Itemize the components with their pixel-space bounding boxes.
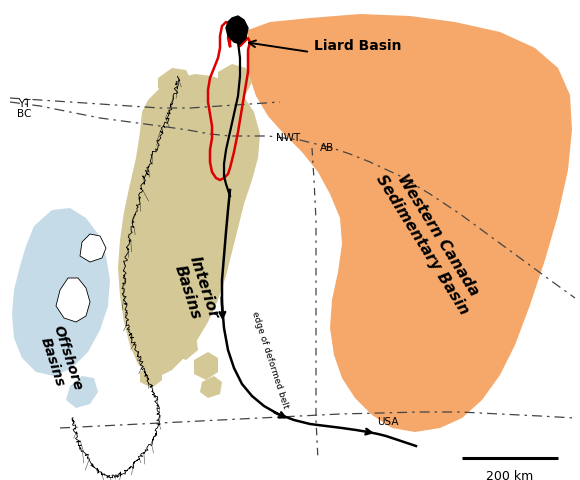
Polygon shape (248, 14, 572, 432)
Polygon shape (56, 278, 90, 322)
Text: 200 km: 200 km (487, 470, 534, 480)
Text: BC: BC (17, 109, 31, 119)
Text: edge of deformed belt: edge of deformed belt (250, 311, 289, 410)
Polygon shape (118, 74, 260, 376)
Text: Interior
Basins: Interior Basins (171, 254, 222, 326)
Text: Liard Basin: Liard Basin (314, 39, 401, 53)
Text: YT: YT (18, 99, 30, 109)
Polygon shape (170, 330, 198, 360)
Text: Western Canada
Sedimentary Basin: Western Canada Sedimentary Basin (373, 162, 487, 318)
Text: NWT: NWT (276, 133, 300, 143)
Polygon shape (226, 16, 248, 44)
Polygon shape (66, 376, 98, 408)
Text: USA: USA (377, 417, 399, 427)
Polygon shape (200, 376, 222, 398)
Polygon shape (80, 234, 106, 262)
Polygon shape (218, 64, 252, 98)
Polygon shape (140, 364, 162, 388)
Text: Offshore
Basins: Offshore Basins (35, 323, 85, 397)
Text: AB: AB (320, 143, 334, 153)
Polygon shape (158, 68, 192, 98)
Polygon shape (12, 208, 110, 376)
Polygon shape (194, 352, 218, 380)
